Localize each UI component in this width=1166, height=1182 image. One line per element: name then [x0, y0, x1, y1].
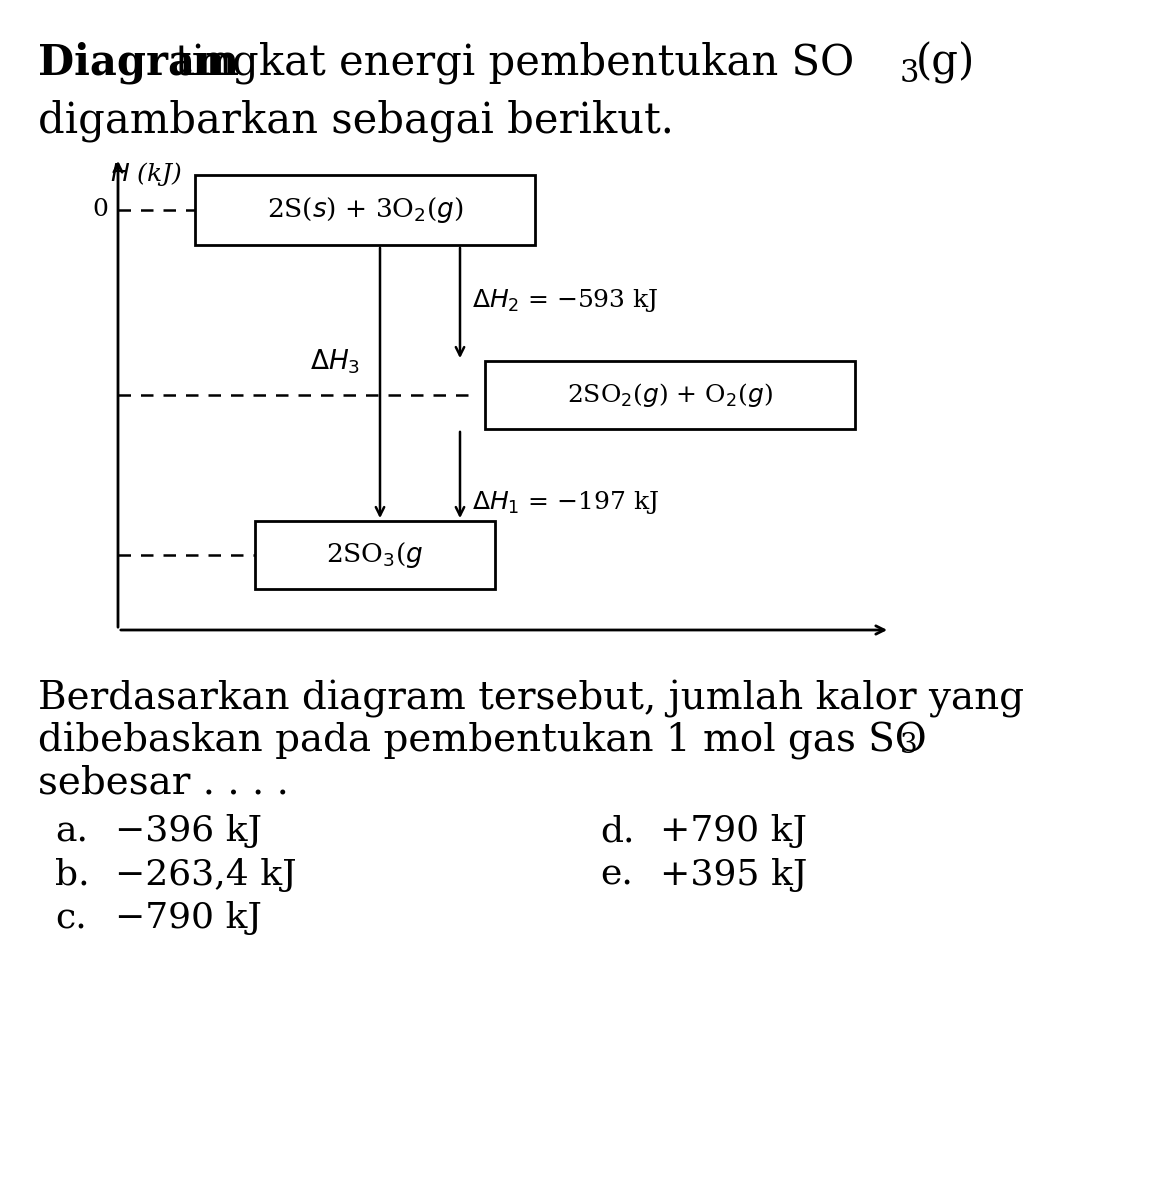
Text: 2SO$_2$($g$) + O$_2$($g$): 2SO$_2$($g$) + O$_2$($g$)	[567, 381, 773, 409]
Bar	[195, 175, 535, 245]
Text: $\Delta H_1$ = $-$197 kJ: $\Delta H_1$ = $-$197 kJ	[472, 488, 659, 515]
Text: 2S($s$) + 3O$_2$($g$): 2S($s$) + 3O$_2$($g$)	[267, 195, 463, 225]
Text: +395 kJ: +395 kJ	[660, 858, 807, 891]
Text: digambarkan sebagai berikut.: digambarkan sebagai berikut.	[38, 100, 674, 143]
Text: d.: d.	[600, 814, 634, 849]
Text: +790 kJ: +790 kJ	[660, 814, 807, 849]
Text: Diagram: Diagram	[38, 43, 239, 84]
Text: c.: c.	[55, 901, 86, 935]
Text: −263,4 kJ: −263,4 kJ	[115, 858, 296, 891]
Text: 2SO$_3$($g$: 2SO$_3$($g$	[326, 540, 423, 570]
Text: $\Delta H_2$ = $-$593 kJ: $\Delta H_2$ = $-$593 kJ	[472, 286, 659, 313]
Text: (g): (g)	[916, 43, 975, 84]
Bar	[255, 521, 496, 589]
Text: −790 kJ: −790 kJ	[115, 901, 262, 935]
Text: 3: 3	[900, 732, 918, 759]
Text: 3: 3	[900, 58, 920, 89]
Text: e.: e.	[600, 858, 633, 891]
Bar	[485, 361, 855, 429]
Text: $H$ (kJ): $H$ (kJ)	[110, 160, 182, 188]
Text: tingkat energi pembentukan SO: tingkat energi pembentukan SO	[175, 43, 855, 84]
Text: sebesar . . . .: sebesar . . . .	[38, 764, 289, 801]
Text: a.: a.	[55, 814, 87, 849]
Text: −396 kJ: −396 kJ	[115, 814, 262, 849]
Text: b.: b.	[55, 858, 90, 891]
Text: Berdasarkan diagram tersebut, jumlah kalor yang: Berdasarkan diagram tersebut, jumlah kal…	[38, 680, 1024, 717]
Text: 0: 0	[92, 199, 108, 221]
Text: dibebaskan pada pembentukan 1 mol gas SO: dibebaskan pada pembentukan 1 mol gas SO	[38, 722, 927, 760]
Text: $\Delta H_3$: $\Delta H_3$	[310, 348, 360, 376]
